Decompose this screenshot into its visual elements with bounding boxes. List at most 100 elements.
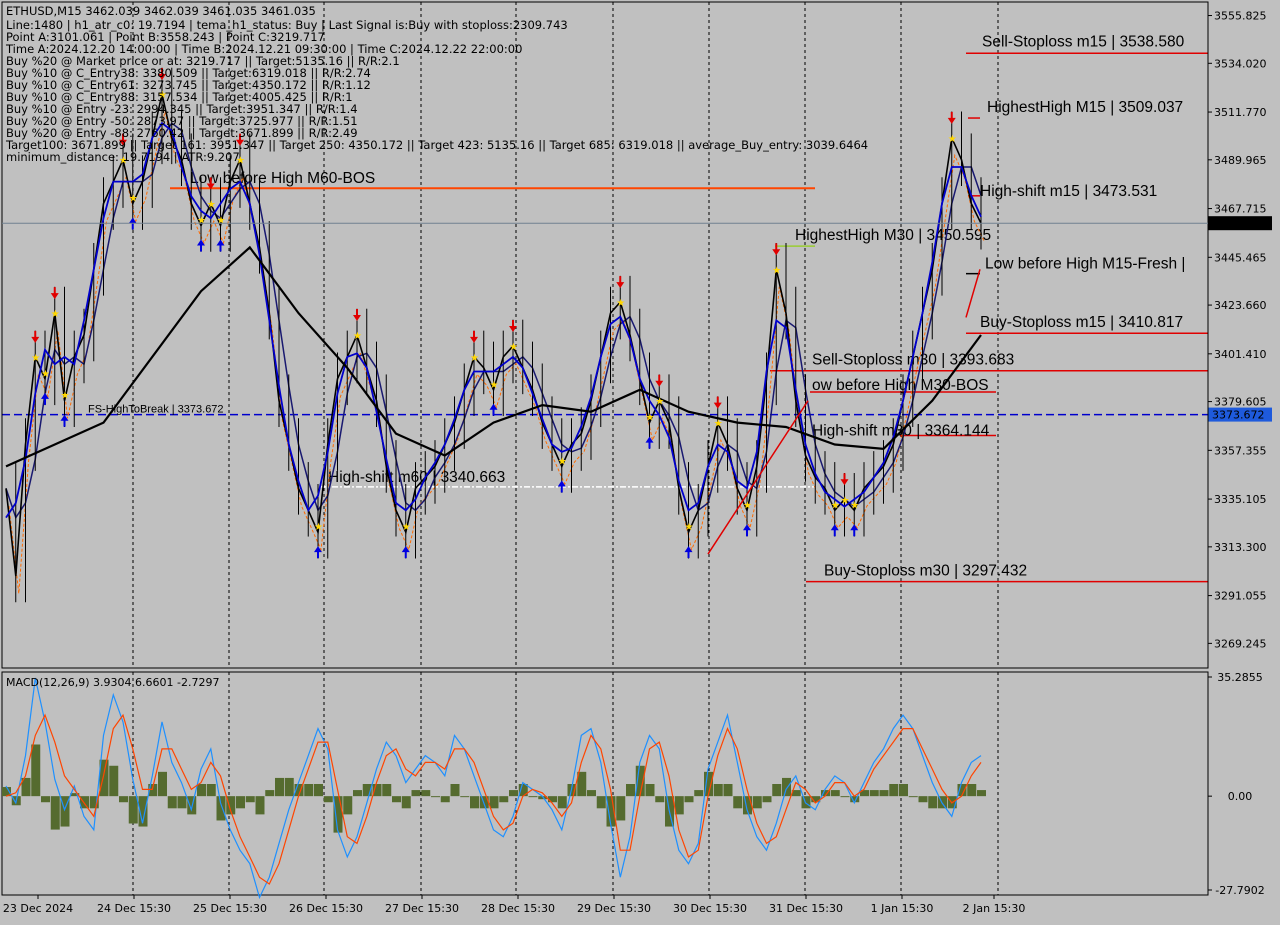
- macd-histogram-bar: [860, 790, 869, 797]
- price-tick-label: 3555.825: [1214, 10, 1267, 23]
- macd-histogram-bar: [499, 796, 509, 803]
- time-tick-label: 26 Dec 15:30: [289, 902, 363, 915]
- macd-histogram-bar: [450, 783, 460, 797]
- level-label: Sell-Stoploss m15 | 3538.580: [982, 33, 1185, 50]
- price-tick-label: 3534.020: [1214, 57, 1267, 70]
- buy-arrow-icon: [830, 524, 839, 537]
- star-icon: ★: [31, 353, 40, 364]
- info-line: Buy %20 @ Entry -88: 2760.42 || Target:3…: [6, 126, 358, 140]
- buy-arrow-icon: [850, 524, 859, 537]
- macd-histogram-bar: [167, 796, 177, 809]
- level-label: FS-HighToBreak | 3373.672: [88, 404, 224, 416]
- time-tick-label: 25 Dec 15:30: [193, 902, 267, 915]
- buy-arrow-icon: [216, 239, 225, 252]
- macd-histogram-bar: [323, 796, 333, 803]
- macd-histogram-bar: [977, 790, 986, 797]
- sell-arrow-icon: [206, 177, 215, 190]
- macd-histogram-bar: [401, 796, 411, 809]
- macd-histogram-bar: [460, 796, 470, 798]
- macd-histogram-bar: [967, 783, 977, 797]
- info-line: Buy %20 @ Entry -50: 2873.97 || Target:3…: [6, 114, 358, 128]
- level-label: Buy-Stoploss m30 | 3297.432: [824, 563, 1027, 580]
- macd-plot: 35.2855 0.00 -27.7902: [1, 671, 1265, 900]
- level-label: HighestHigh M30 | 3450.595: [795, 227, 991, 244]
- time-axis: 23 Dec 2024 24 Dec 15:30 25 Dec 15:30 26 De…: [3, 895, 1025, 915]
- info-line: Buy %20 @ Market price or at: 3219.717 |…: [6, 54, 400, 68]
- macd-histogram-bar: [791, 790, 801, 797]
- level-label: High-shift m60 | 3340.663: [328, 469, 505, 486]
- macd-histogram-bar: [733, 796, 743, 809]
- star-icon: ★: [217, 215, 226, 226]
- macd-histogram-bar: [957, 783, 967, 797]
- macd-histogram-bar: [908, 796, 918, 798]
- macd-histogram-bar: [616, 796, 626, 821]
- sell-arrow-icon: [713, 396, 722, 409]
- tema-line-fast: [5, 121, 982, 519]
- time-tick-label: 2 Jan 15:30: [963, 902, 1026, 915]
- macd-histogram-bar: [938, 796, 947, 809]
- macd-histogram-bar: [704, 771, 713, 797]
- price-tick-label: 3489.965: [1214, 154, 1267, 167]
- level-tag: 3373.672: [1212, 409, 1265, 422]
- info-line: Buy %10 @ C_Entry38: 3380.509 || Target:…: [6, 66, 371, 80]
- macd-histogram-bar: [197, 783, 206, 797]
- sell-arrow-icon: [840, 473, 849, 486]
- price-tick-label: 3313.300: [1214, 541, 1267, 554]
- macd-histogram-bar: [645, 783, 655, 797]
- buy-arrow-icon: [645, 436, 654, 449]
- macd-histogram-bar: [743, 796, 752, 815]
- macd-histogram-bar: [245, 796, 255, 803]
- macd-histogram-bar: [713, 783, 723, 797]
- macd-tick-label: 0.00: [1228, 790, 1253, 803]
- price-plot: ★★★★★★★★★★★★★★★★★★★★★★★★★★ ★ ★★: [1, 1, 1209, 669]
- macd-histogram-bar: [99, 759, 109, 797]
- info-line: Line:1480 | h1_atr_c0: 19.7194 | tema_h1…: [6, 18, 568, 32]
- macd-histogram-bar: [655, 796, 665, 803]
- macd-histogram-bar: [382, 783, 392, 797]
- macd-histogram-bar: [50, 796, 60, 830]
- macd-histogram-bar: [128, 796, 138, 824]
- macd-histogram-bar: [333, 796, 343, 833]
- sell-arrow-icon: [470, 330, 478, 343]
- buy-arrow-icon: [314, 546, 322, 559]
- star-icon: ★: [236, 156, 245, 167]
- macd-tick-label: 35.2855: [1217, 671, 1263, 684]
- macd-histogram-bar: [431, 796, 440, 798]
- macd-histogram-bar: [31, 744, 41, 797]
- time-tick-label: 1 Jan 15:30: [871, 902, 934, 915]
- star-icon: ★: [831, 500, 840, 511]
- sell-arrow-icon: [119, 133, 127, 146]
- star-icon: ★: [197, 215, 206, 226]
- macd-frame: [1, 671, 1209, 896]
- macd-histogram-bar: [509, 790, 518, 797]
- price-frame: [1, 1, 1209, 669]
- macd-histogram-bar: [723, 783, 733, 797]
- macd-histogram-bar: [567, 783, 577, 797]
- macd-histogram-bar: [206, 783, 216, 797]
- price-axis: 3555.825 3534.020 3511.770 3489.965 3467.715…: [2, 10, 1272, 650]
- macd-histogram-bar: [236, 796, 245, 809]
- macd-histogram-bar: [255, 796, 265, 815]
- level-label: HighestHigh M15 | 3509.037: [987, 99, 1183, 116]
- macd-histogram-bar: [80, 796, 89, 809]
- macd-histogram-bar: [392, 796, 401, 803]
- current-price-box: [1208, 216, 1272, 231]
- macd-histogram-bar: [518, 783, 528, 797]
- star-icon: ★: [655, 397, 664, 408]
- buy-arrow-icon: [60, 414, 69, 427]
- price-tick-label: 3423.660: [1214, 299, 1267, 312]
- macd-histogram-bar: [60, 796, 70, 827]
- price-tick-label: 3511.770: [1214, 106, 1267, 119]
- macd-histogram-bar: [138, 796, 148, 827]
- star-icon: ★: [743, 500, 752, 511]
- macd-histogram-bar: [587, 790, 596, 797]
- level-label: Buy-Stoploss m15 | 3410.817: [980, 314, 1183, 331]
- macd-histogram-bar: [801, 796, 811, 809]
- info-line: Buy %10 @ C_Entry61: 3273.745 || Target:…: [6, 78, 371, 92]
- buy-arrow-icon: [197, 239, 205, 252]
- macd-histogram-bar: [343, 796, 353, 815]
- macd-histogram-bar: [177, 796, 187, 809]
- sell-arrow-icon: [50, 287, 59, 300]
